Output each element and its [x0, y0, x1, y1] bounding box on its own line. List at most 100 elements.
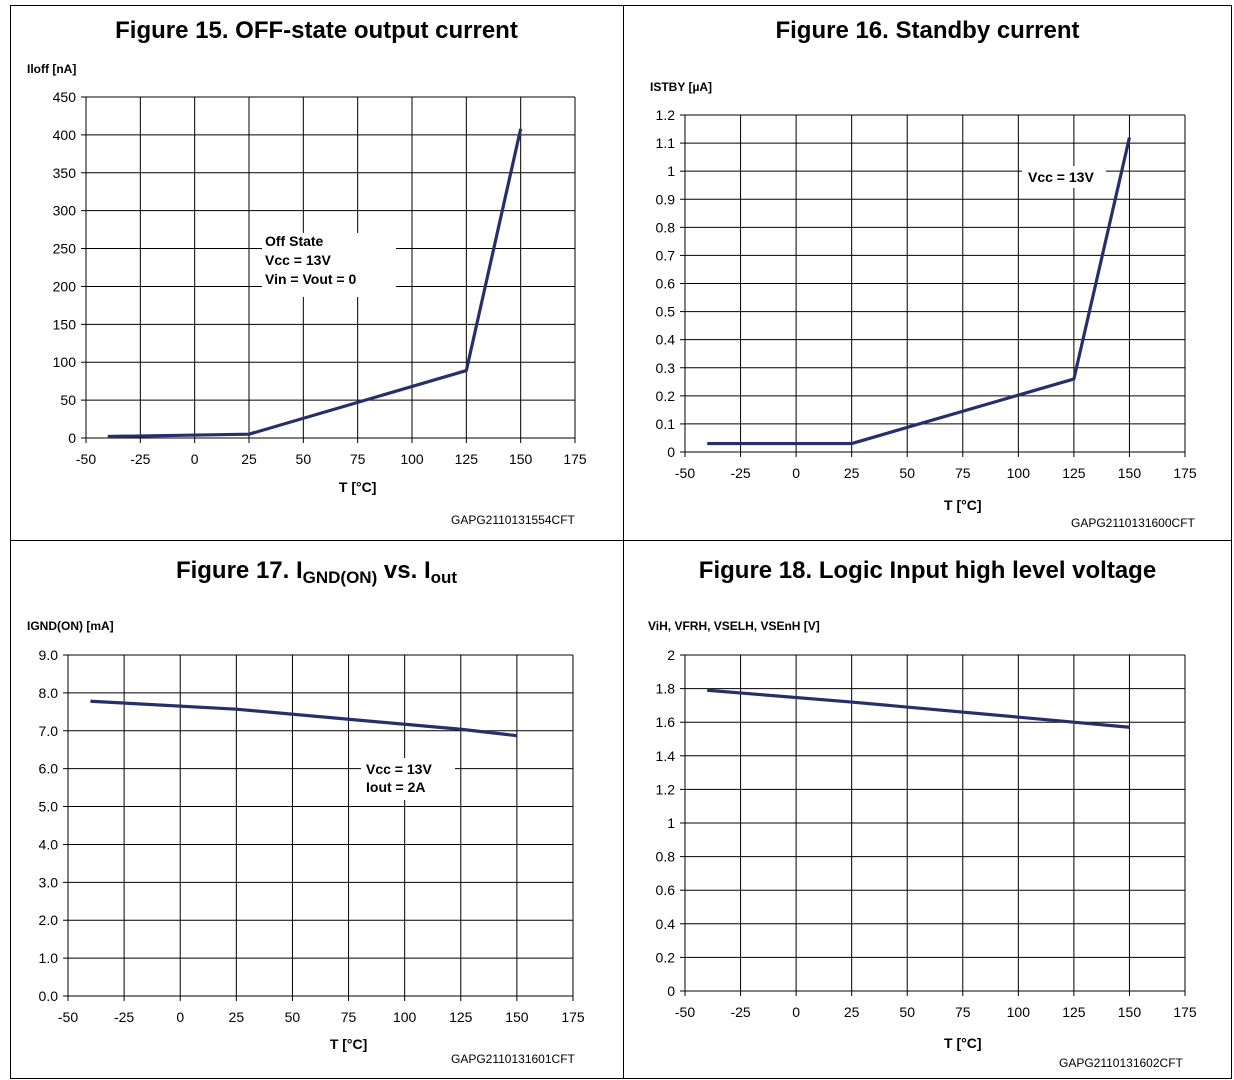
x-tick-label: 25	[229, 1009, 245, 1025]
annotation-text: Vin = Vout = 0	[265, 271, 357, 287]
y-tick-label: 0.5	[656, 304, 676, 320]
y-tick-label: 4.0	[39, 836, 59, 852]
x-tick-label: 75	[955, 1004, 971, 1020]
y-tick-label: 50	[60, 392, 76, 408]
x-tick-label: 175	[561, 1009, 585, 1025]
annotation-text: Iout = 2A	[366, 779, 426, 795]
y-axis-label: IGND(ON) [mA]	[27, 619, 114, 633]
series-line	[707, 137, 1132, 446]
x-tick-label: 50	[285, 1009, 301, 1025]
y-tick-label: 0	[667, 444, 675, 460]
figure-18-chart: 0 0.2 0.4 0.6 0.8 1 1.2 1.4 1.6 1.8 2 -50 -25 0 25 50 75…	[648, 619, 1197, 1051]
x-tick-label: 100	[1007, 465, 1031, 481]
x-tick-label: 125	[1062, 1004, 1086, 1020]
y-tick-label: 0.6	[656, 882, 676, 898]
x-tick-label: 150	[1118, 1004, 1142, 1020]
y-tick-label: 0.8	[656, 219, 676, 235]
x-tick-label: 50	[899, 1004, 915, 1020]
x-tick-label: 25	[844, 1004, 860, 1020]
figure-16-panel: Figure 16. Standby current 0 0.1 0.2 0.3 0.4…	[623, 5, 1232, 540]
annotation-box	[361, 758, 455, 800]
x-axis-label: T [°C]	[330, 1036, 367, 1052]
x-tick-label: -25	[114, 1009, 134, 1025]
y-tick-label: 7.0	[39, 723, 59, 739]
y-tick-label: 1.0	[39, 950, 59, 966]
y-tick-label: 0.8	[656, 849, 676, 865]
x-tick-label: 150	[505, 1009, 529, 1025]
y-axis-label: ViH, VFRH, VSELH, VSEnH [V]	[648, 619, 820, 633]
annotation-text: Off State	[265, 233, 324, 249]
y-tick-label: 0.0	[39, 988, 59, 1004]
panel-divider-horizontal	[10, 540, 1232, 541]
figure-15-title: Figure 15. OFF-state output current	[115, 17, 518, 44]
x-tick-label: -25	[130, 451, 150, 467]
y-tick-label: 0.7	[656, 247, 676, 263]
y-tick-label: 200	[53, 278, 77, 294]
y-tick-label: 1.2	[656, 781, 676, 797]
x-tick-label: 125	[455, 451, 479, 467]
x-tick-label: 100	[393, 1009, 417, 1025]
y-tick-label: 1.8	[656, 681, 676, 697]
figure-16-title: Figure 16. Standby current	[775, 17, 1080, 44]
y-tick-label: 2.0	[39, 912, 59, 928]
y-tick-label: 0.4	[656, 916, 676, 932]
figure-15-code: GAPG2110131554CFT	[451, 513, 575, 527]
y-tick-label: 400	[53, 127, 77, 143]
y-tick-label: 0.3	[656, 360, 676, 376]
y-tick-label: 450	[53, 89, 77, 105]
x-tick-label: -50	[58, 1009, 78, 1025]
x-tick-label: -25	[730, 1004, 750, 1020]
annotation-text: Vcc = 13V	[1028, 169, 1094, 185]
figure-17-panel: Figure 17. IGND(ON) vs. Iout 0.0 1.0 2.0 3.…	[10, 540, 623, 1079]
y-tick-label: 0.2	[656, 949, 676, 965]
figure-17-title-main: Figure 17. I	[175, 557, 303, 584]
y-tick-label: 5.0	[39, 799, 59, 815]
y-tick-label: 0.1	[656, 416, 676, 432]
y-tick-label: 300	[53, 203, 77, 219]
figure-17-title-sub2: out	[430, 568, 458, 587]
figure-17-chart: 0.0 1.0 2.0 3.0 4.0 5.0 6.0 7.0 8.0 9.0 -50 -25 0 25 5…	[27, 619, 585, 1052]
figure-17-title-mid: vs. I	[377, 557, 431, 584]
series-line	[707, 688, 1130, 729]
y-tick-label: 1.6	[656, 714, 676, 730]
y-axis-label: Iloff [nA]	[27, 62, 76, 76]
x-tick-label: -25	[730, 465, 750, 481]
y-tick-label: 0.4	[656, 332, 676, 348]
x-tick-label: 100	[400, 451, 424, 467]
figure-18-panel: Figure 18. Logic Input high level voltag…	[623, 540, 1232, 1079]
x-tick-label: 75	[350, 451, 366, 467]
y-tick-label: 0.2	[656, 388, 676, 404]
y-tick-label: 1.4	[656, 748, 676, 764]
x-axis-label: T [°C]	[944, 1035, 981, 1051]
y-tick-label: 250	[53, 241, 77, 257]
figure-17-title-sub1: GND(ON)	[302, 568, 378, 587]
y-tick-label: 1	[667, 815, 675, 831]
figure-17-code: GAPG2110131601CFT	[451, 1052, 575, 1066]
x-tick-label: 25	[844, 465, 860, 481]
x-axis-label: T [°C]	[944, 497, 981, 513]
x-tick-label: -50	[675, 465, 695, 481]
x-tick-label: 0	[792, 1004, 800, 1020]
annotation-box	[1022, 166, 1106, 188]
series-line	[90, 699, 518, 738]
figure-15-chart: 0 50 100 150 200 250 300 350 400 450 -50 -25 0 25 50 75…	[27, 62, 587, 495]
x-tick-label: 50	[296, 451, 312, 467]
y-tick-label: 1	[667, 163, 675, 179]
y-tick-label: 0	[68, 430, 76, 446]
y-tick-label: 2	[667, 647, 675, 663]
x-tick-label: -50	[675, 1004, 695, 1020]
x-tick-label: 75	[955, 465, 971, 481]
x-tick-label: 75	[341, 1009, 357, 1025]
annotation-text: Vcc = 13V	[366, 761, 432, 777]
figure-18-title: Figure 18. Logic Input high level voltag…	[698, 557, 1157, 584]
figure-16-chart: 0 0.1 0.2 0.3 0.4 0.5 0.6 0.7 0.8 0.9 1 1.1 1.2 -50 -2…	[650, 80, 1197, 513]
y-tick-label: 150	[53, 316, 77, 332]
x-tick-label: 150	[1118, 465, 1142, 481]
x-tick-label: 125	[449, 1009, 473, 1025]
panel-divider-vertical	[623, 5, 624, 1079]
figure-17-title: Figure 17. IGND(ON) vs. Iout	[10, 557, 623, 588]
y-tick-label: 3.0	[39, 874, 59, 890]
x-tick-label: 100	[1007, 1004, 1031, 1020]
y-tick-label: 9.0	[39, 647, 59, 663]
y-tick-label: 350	[53, 165, 77, 181]
